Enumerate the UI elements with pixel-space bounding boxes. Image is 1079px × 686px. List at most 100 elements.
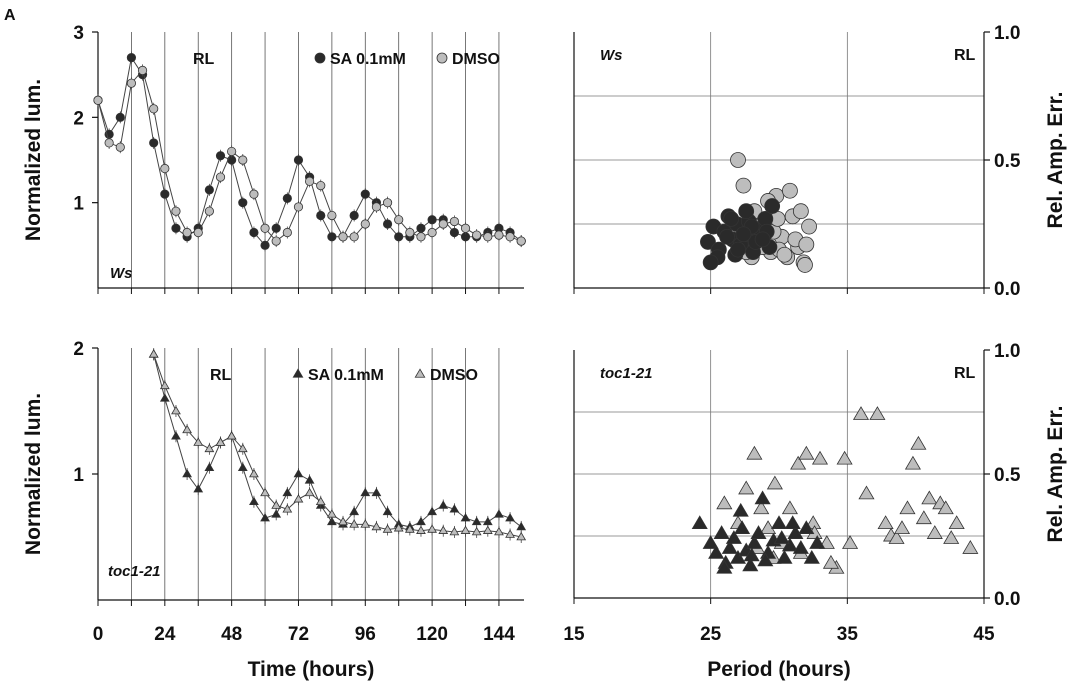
data-point bbox=[750, 525, 767, 539]
series-dmso bbox=[716, 406, 979, 574]
data-point bbox=[516, 521, 527, 531]
series-dmso bbox=[93, 64, 526, 248]
data-point bbox=[743, 547, 760, 562]
data-point bbox=[798, 520, 815, 534]
data-point bbox=[160, 189, 170, 199]
data-point bbox=[371, 487, 382, 497]
data-point bbox=[204, 443, 215, 453]
chart-ws-timecourse: 1 2 3 Normalized lum. SA 0.1mM DMSO RL Ws bbox=[22, 23, 526, 294]
data-point bbox=[801, 218, 817, 235]
x-tick-label: 0 bbox=[93, 624, 104, 645]
series-line bbox=[97, 69, 522, 242]
data-point bbox=[238, 155, 248, 165]
data-point bbox=[760, 520, 777, 534]
data-point bbox=[449, 216, 459, 227]
data-point bbox=[427, 506, 438, 516]
x-tick-label: 120 bbox=[416, 624, 448, 645]
y-axis-label: Normalized lum. bbox=[22, 79, 45, 241]
data-point bbox=[734, 520, 751, 534]
data-point bbox=[271, 509, 282, 518]
legend-marker-dmso bbox=[414, 368, 426, 378]
data-point bbox=[271, 223, 281, 233]
data-point bbox=[915, 510, 932, 525]
data-point bbox=[713, 525, 730, 539]
data-point bbox=[382, 219, 393, 229]
data-point bbox=[921, 490, 938, 505]
data-point bbox=[483, 232, 493, 242]
data-point bbox=[716, 559, 733, 574]
data-point bbox=[304, 475, 315, 484]
data-point bbox=[754, 231, 771, 248]
data-point bbox=[126, 78, 137, 88]
rl-annotation: RL bbox=[210, 367, 232, 384]
data-point bbox=[427, 524, 438, 533]
y-axis-label: Normalized lum. bbox=[22, 393, 45, 555]
data-point bbox=[798, 236, 815, 253]
data-point bbox=[159, 393, 170, 402]
data-point bbox=[738, 203, 755, 220]
y-tick-label: 0.5 bbox=[994, 465, 1021, 486]
data-point bbox=[371, 202, 382, 212]
data-point bbox=[382, 506, 393, 516]
data-point bbox=[349, 232, 359, 242]
data-point bbox=[238, 198, 248, 208]
data-point bbox=[842, 535, 859, 549]
data-point bbox=[260, 487, 270, 497]
data-point bbox=[171, 206, 181, 216]
data-point bbox=[349, 506, 360, 516]
data-point bbox=[338, 232, 348, 242]
data-point bbox=[405, 227, 415, 238]
series-line bbox=[153, 354, 522, 528]
x-axis-label: Period (hours) bbox=[707, 658, 851, 681]
series-dmso bbox=[148, 348, 527, 543]
data-point bbox=[382, 524, 393, 533]
data-point bbox=[836, 450, 853, 465]
data-point bbox=[215, 151, 226, 161]
data-point bbox=[193, 227, 203, 238]
data-point bbox=[182, 468, 192, 478]
genotype-label: toc1-21 bbox=[108, 563, 161, 580]
data-point bbox=[193, 484, 204, 493]
data-point bbox=[393, 523, 404, 532]
data-point bbox=[182, 424, 192, 434]
data-point bbox=[776, 246, 793, 263]
data-point bbox=[249, 227, 259, 238]
data-point bbox=[725, 530, 742, 544]
data-point bbox=[282, 504, 293, 513]
y-axis-label: Rel. Amp. Err. bbox=[1044, 92, 1067, 229]
series-line bbox=[153, 354, 522, 538]
data-point bbox=[293, 202, 304, 212]
data-point bbox=[171, 431, 181, 440]
data-point bbox=[700, 234, 716, 250]
data-point bbox=[798, 445, 815, 460]
data-point bbox=[472, 230, 482, 240]
series-sa bbox=[93, 51, 526, 252]
data-point bbox=[471, 516, 482, 526]
data-point bbox=[316, 210, 326, 221]
data-point bbox=[438, 219, 448, 229]
y-tick-label: 0.0 bbox=[994, 589, 1020, 610]
legend-marker-dmso bbox=[436, 52, 448, 64]
data-point bbox=[126, 52, 137, 63]
data-point bbox=[260, 240, 270, 250]
y-tick-label: 0.0 bbox=[994, 279, 1020, 300]
data-point bbox=[282, 227, 292, 238]
data-point bbox=[809, 535, 826, 549]
data-point bbox=[471, 526, 482, 536]
data-point bbox=[427, 227, 437, 238]
y-tick-label: 2 bbox=[73, 108, 84, 129]
panel-label: A bbox=[4, 7, 16, 24]
data-point bbox=[773, 530, 790, 544]
data-point bbox=[730, 152, 746, 168]
data-point bbox=[721, 540, 738, 554]
x-tick-label: 24 bbox=[154, 624, 176, 645]
legend-marker-sa bbox=[314, 52, 326, 64]
data-point bbox=[753, 500, 770, 515]
data-point bbox=[937, 500, 954, 515]
data-point bbox=[797, 257, 813, 273]
data-point bbox=[360, 487, 371, 497]
y-tick-label: 3 bbox=[73, 23, 84, 44]
data-point bbox=[858, 485, 875, 500]
data-point bbox=[338, 516, 348, 526]
